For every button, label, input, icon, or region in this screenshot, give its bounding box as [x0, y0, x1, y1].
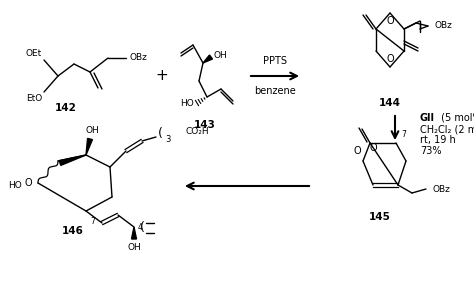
Text: O: O: [354, 146, 361, 156]
Text: O: O: [369, 143, 377, 153]
Text: (: (: [139, 221, 145, 233]
Text: OH: OH: [127, 243, 141, 252]
Text: HO: HO: [180, 100, 194, 109]
Text: EtO: EtO: [26, 94, 42, 103]
Text: 143: 143: [194, 120, 216, 130]
Text: CO₂H: CO₂H: [186, 127, 210, 136]
Text: OBz: OBz: [433, 184, 451, 194]
Text: CH₂Cl₂ (2 mM): CH₂Cl₂ (2 mM): [420, 124, 474, 134]
Text: 7: 7: [90, 217, 95, 226]
Text: HO: HO: [8, 180, 22, 189]
Text: O: O: [24, 178, 32, 188]
Text: +: +: [155, 68, 168, 84]
Text: 4: 4: [138, 223, 143, 232]
Text: OH: OH: [214, 51, 228, 59]
Text: OEt: OEt: [26, 49, 42, 58]
Text: 7: 7: [401, 130, 406, 139]
Text: O: O: [386, 16, 394, 26]
Polygon shape: [59, 155, 86, 165]
Text: 145: 145: [369, 212, 391, 222]
Text: 144: 144: [379, 98, 401, 108]
Text: rt, 19 h: rt, 19 h: [420, 135, 456, 145]
Text: OBz: OBz: [435, 22, 453, 31]
Text: 142: 142: [55, 103, 77, 113]
Text: PPTS: PPTS: [263, 56, 287, 66]
Text: OH: OH: [85, 126, 99, 135]
Text: (5 mol%): (5 mol%): [438, 113, 474, 123]
Text: O: O: [386, 54, 394, 64]
Polygon shape: [86, 139, 92, 155]
Text: GII: GII: [420, 113, 435, 123]
Text: OBz: OBz: [130, 54, 148, 63]
Text: benzene: benzene: [254, 86, 296, 96]
Text: 3: 3: [165, 134, 171, 143]
Polygon shape: [131, 227, 137, 239]
Text: (: (: [157, 127, 163, 141]
Polygon shape: [203, 55, 212, 63]
Text: 146: 146: [62, 226, 84, 236]
Text: 73%: 73%: [420, 146, 441, 156]
